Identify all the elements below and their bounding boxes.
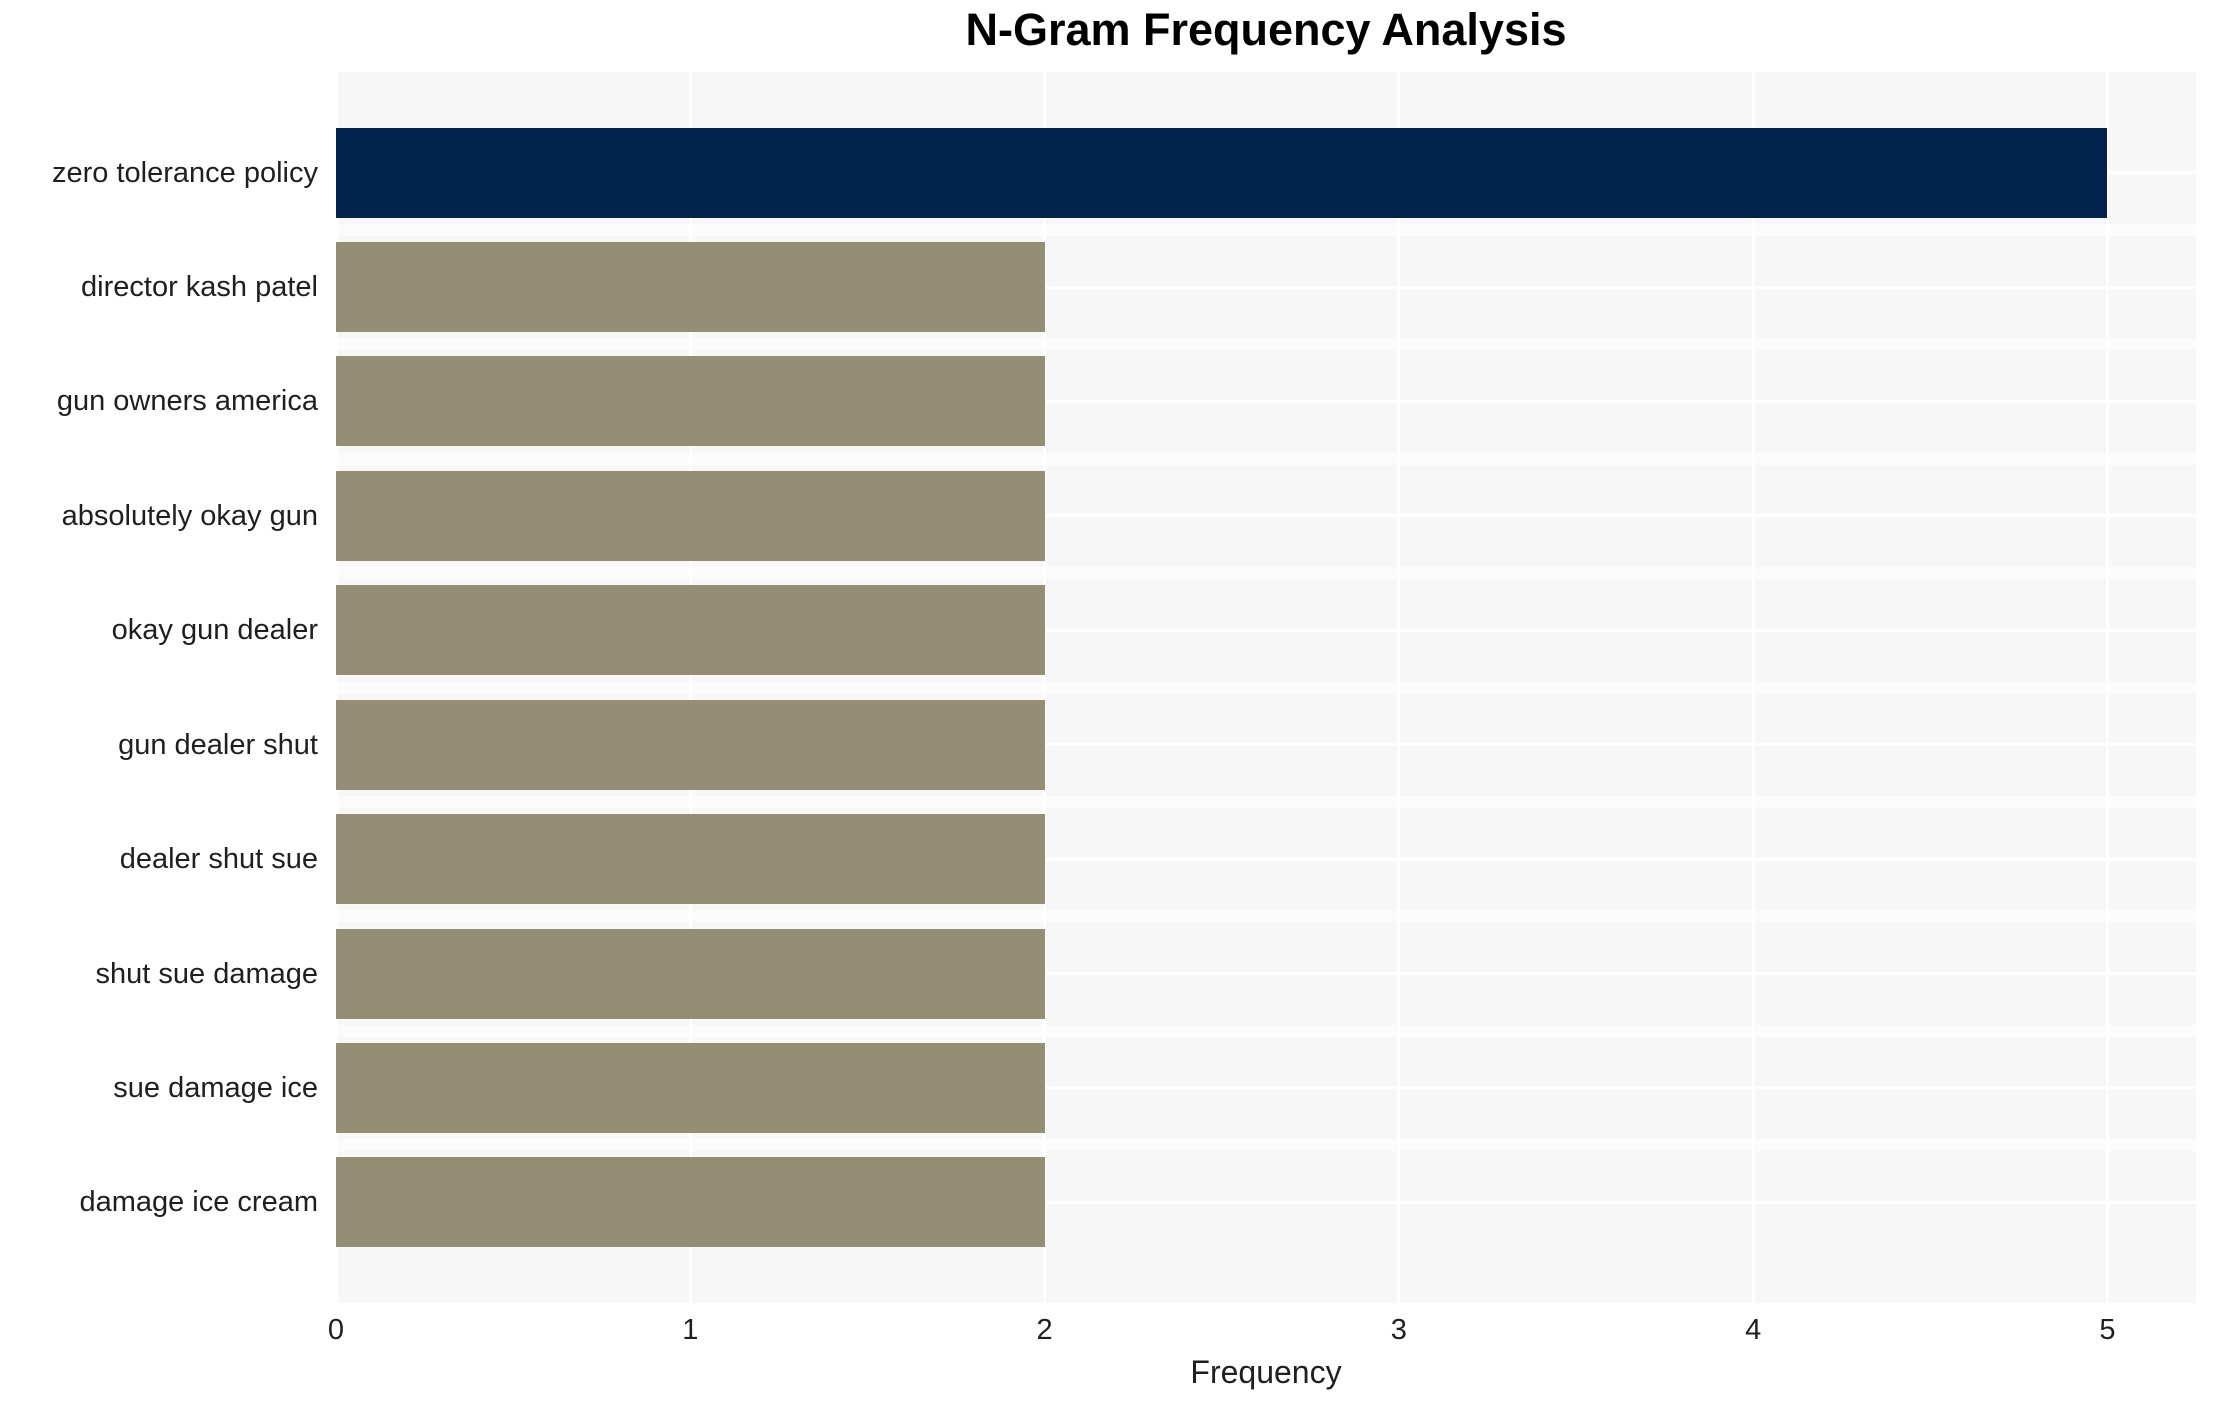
bar: [336, 242, 1045, 332]
row-separator: [336, 1139, 2196, 1152]
y-tick-label: gun dealer shut: [118, 728, 318, 761]
y-gridline: [336, 628, 2196, 632]
x-gridline: [2105, 72, 2109, 1303]
y-gridline: [336, 1200, 2196, 1204]
row-separator: [336, 567, 2196, 580]
y-gridline: [336, 972, 2196, 976]
bar: [336, 1157, 1045, 1248]
x-tick-label: 0: [327, 1314, 345, 1346]
x-axis-title: Frequency: [1190, 1354, 1342, 1390]
x-tick-label: 1: [682, 1314, 699, 1346]
chart-title: N-Gram Frequency Analysis: [965, 4, 1567, 55]
row-separator: [336, 795, 2196, 808]
row-separator: [336, 338, 2196, 351]
x-gridline: [334, 72, 338, 1303]
row-separator: [336, 223, 2196, 236]
y-tick-label: gun owners america: [56, 385, 318, 418]
y-gridline: [336, 857, 2196, 861]
x-tick-label: 2: [1036, 1314, 1053, 1346]
x-tick-label: 4: [1745, 1314, 1762, 1346]
bar: [336, 470, 1045, 561]
x-gridline: [1751, 72, 1755, 1303]
y-tick-label: zero tolerance policy: [52, 156, 318, 189]
y-gridline: [336, 399, 2196, 403]
bar: [336, 814, 1045, 905]
plot-area: [334, 72, 2196, 1303]
y-tick-label: sue damage ice: [113, 1071, 318, 1104]
y-gridline: [336, 285, 2196, 289]
row-separator: [336, 452, 2196, 465]
row-separator: [336, 1024, 2196, 1037]
bar: [336, 928, 1045, 1019]
bar: [336, 1042, 1045, 1133]
y-tick-label: absolutely okay gun: [61, 499, 318, 532]
x-gridline: [1397, 72, 1401, 1303]
y-tick-label: dealer shut sue: [119, 843, 318, 876]
row-separator: [336, 910, 2196, 923]
bar: [336, 127, 2108, 218]
y-gridline: [336, 1086, 2196, 1090]
bar: [336, 585, 1045, 676]
x-gridline: [1043, 72, 1047, 1303]
y-gridline: [336, 743, 2196, 747]
row-separator: [336, 681, 2196, 694]
y-tick-label: shut sue damage: [95, 957, 318, 990]
bar: [336, 356, 1045, 447]
y-tick-label: okay gun dealer: [111, 614, 318, 647]
bar: [336, 699, 1045, 790]
y-tick-label: director kash patel: [81, 271, 318, 303]
x-gridline: [688, 72, 692, 1303]
x-tick-label: 5: [2099, 1314, 2116, 1346]
x-tick-label: 3: [1390, 1314, 1407, 1346]
y-tick-label: damage ice cream: [79, 1186, 318, 1219]
y-gridline: [336, 514, 2196, 518]
